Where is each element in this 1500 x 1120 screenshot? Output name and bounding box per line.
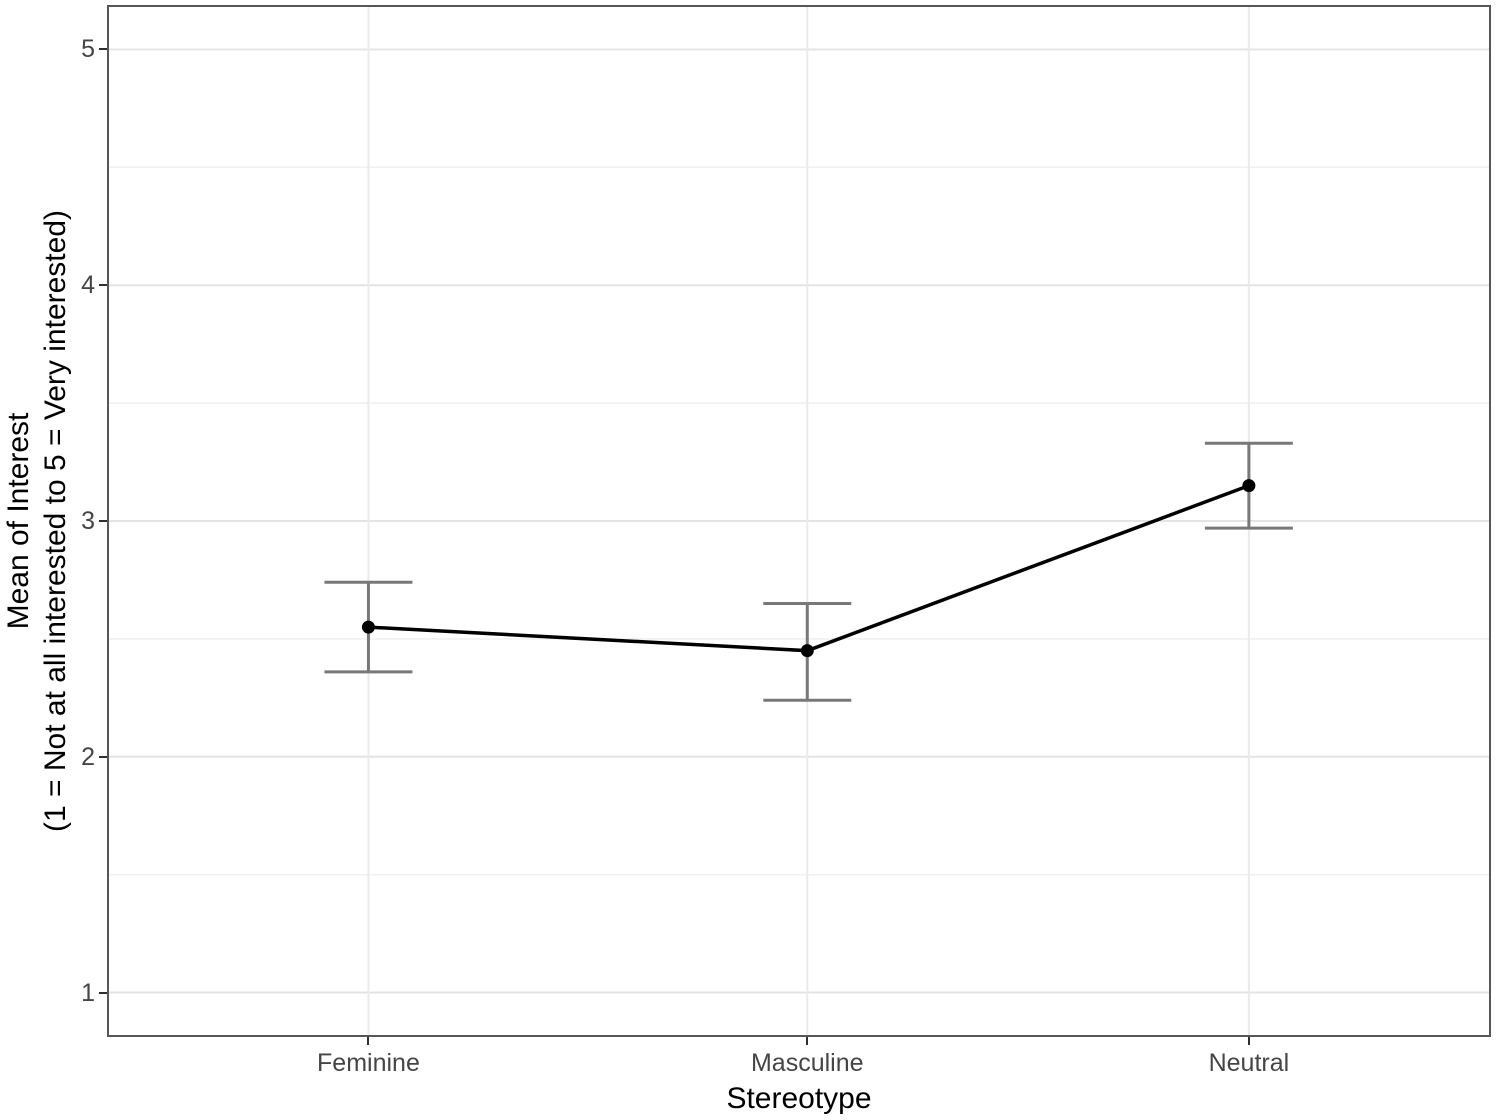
- y-tick-label: 5: [81, 35, 95, 64]
- x-tick-label: Feminine: [317, 1049, 420, 1077]
- y-axis-title-line1: Mean of Interest: [2, 412, 35, 630]
- plot-panel: [107, 5, 1491, 1037]
- y-tick-label: 4: [81, 271, 95, 300]
- x-tick-mark: [367, 1037, 370, 1045]
- x-tick-label: Neutral: [1208, 1049, 1290, 1077]
- y-tick-label: 1: [81, 978, 95, 1007]
- x-tick-mark: [1247, 1037, 1250, 1045]
- x-axis-title: Stereotype: [726, 1082, 872, 1115]
- x-tick-mark: [806, 1037, 809, 1045]
- data-point: [800, 644, 814, 658]
- y-tick-mark: [99, 755, 107, 758]
- x-tick-label: Masculine: [750, 1049, 864, 1077]
- y-tick-mark: [99, 520, 107, 522]
- y-tick-mark: [99, 48, 107, 51]
- y-tick-label: 2: [81, 742, 95, 771]
- y-tick-mark: [99, 284, 107, 287]
- y-tick-label: 3: [81, 507, 95, 535]
- data-point: [1242, 479, 1256, 493]
- plot-area: [109, 7, 1489, 1035]
- data-point: [361, 620, 375, 634]
- y-tick-mark: [99, 991, 107, 994]
